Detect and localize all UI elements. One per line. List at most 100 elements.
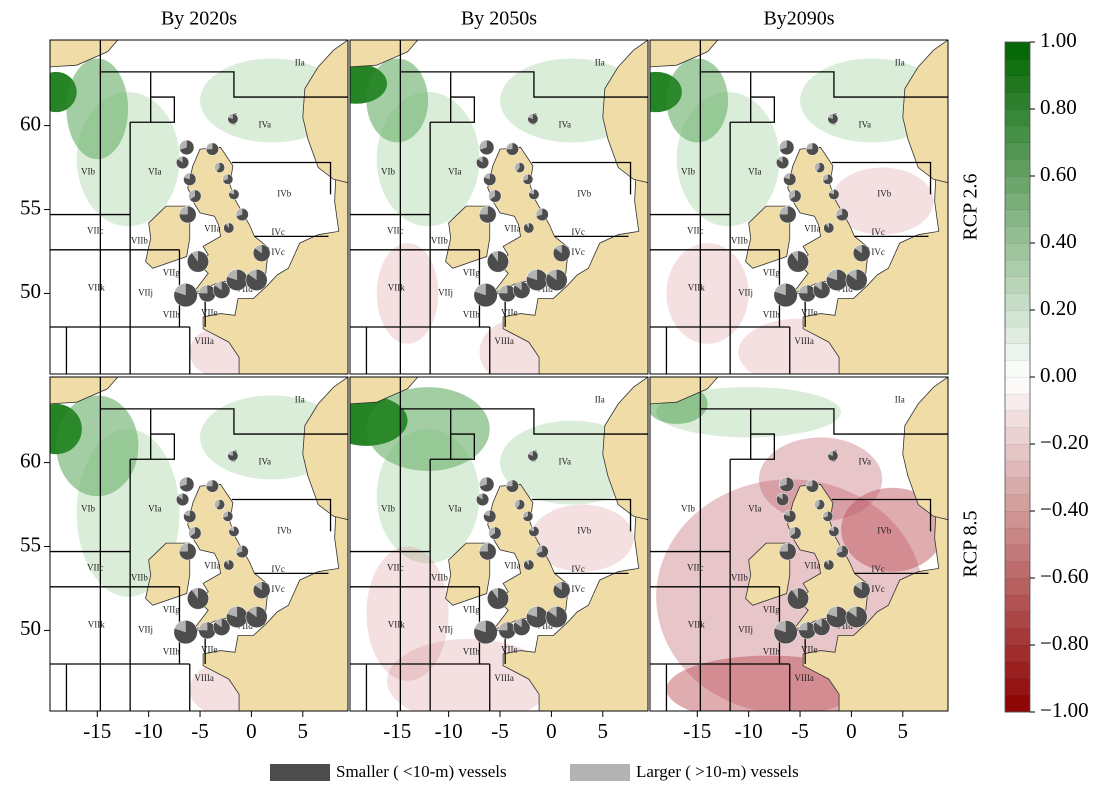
change-shading xyxy=(376,92,480,227)
area-label: VIa xyxy=(748,167,762,177)
pie-wedge xyxy=(526,269,538,281)
map-panel: IIa IVa IVb IVc IVc VIa VIb VIIa VIIb VIIc VIIk VII… xyxy=(50,40,348,374)
pie-wedge xyxy=(822,511,833,522)
pie-wedge xyxy=(522,511,528,518)
ices-boundary xyxy=(430,71,452,123)
legend-label: Larger ( >10-m) vessels xyxy=(636,762,799,781)
pie-wedge xyxy=(183,173,197,186)
colorbar-band xyxy=(1004,561,1031,579)
area-label: VIIe xyxy=(501,645,518,655)
colorbar-band xyxy=(1004,108,1031,127)
colorbar-band xyxy=(1004,75,1031,93)
pie-wedge xyxy=(479,543,488,552)
pie-wedge xyxy=(822,511,828,518)
pie-wedge xyxy=(226,606,248,628)
area-label: VIIa xyxy=(504,561,521,571)
x-tick-label: -10 xyxy=(735,719,763,743)
change-shading xyxy=(76,92,180,227)
change-shading xyxy=(376,243,439,344)
area-label: VIIk xyxy=(688,619,705,629)
pie-wedge xyxy=(498,621,508,631)
pie-size xyxy=(479,139,495,156)
pie-size xyxy=(827,113,839,125)
pie-wedge xyxy=(491,587,498,599)
colorbar-band xyxy=(1004,175,1031,194)
ices-boundary xyxy=(130,71,152,123)
ices-boundary xyxy=(531,161,632,195)
area-label: VIIg xyxy=(163,604,180,614)
land xyxy=(602,40,648,184)
map-panel: IIa IVa IVb IVc IVc VIa VIb VIIa VIIb VIIc VIIk VII… xyxy=(50,377,348,711)
pie-wedge xyxy=(835,208,843,217)
pie-wedge xyxy=(498,284,508,294)
pie-wedge xyxy=(806,142,813,150)
pie-size xyxy=(228,525,240,537)
colorbar-band xyxy=(1004,159,1031,177)
pie-size xyxy=(214,162,226,174)
panel-frame xyxy=(49,39,349,375)
pie-wedge xyxy=(191,587,198,599)
land xyxy=(145,542,191,606)
pie-size xyxy=(245,606,268,628)
colorbar-band xyxy=(1004,376,1031,395)
pie-wedge xyxy=(823,559,834,571)
area-label: IVb xyxy=(877,525,891,535)
change-shading xyxy=(758,437,883,522)
colorbar-label: −0.60 xyxy=(1040,564,1089,588)
area-label: VIIa xyxy=(204,224,221,234)
pie-wedge xyxy=(825,222,829,228)
pie-wedge xyxy=(854,244,862,254)
area-label: VIIa xyxy=(804,561,821,571)
pie-wedge xyxy=(206,479,213,487)
pie-wedge xyxy=(847,606,857,618)
pie-size xyxy=(783,172,797,186)
area-label: VIIh xyxy=(163,646,180,656)
pie-size xyxy=(222,173,234,185)
pie-size xyxy=(483,172,497,186)
area-label: VIIa xyxy=(204,561,221,571)
colorbar-band xyxy=(1004,58,1031,76)
area-label: IVc xyxy=(871,564,885,574)
y-tick-label: 60 xyxy=(20,448,41,472)
pie-size xyxy=(188,526,202,540)
pie-size xyxy=(473,620,498,645)
pie-wedge xyxy=(491,250,498,262)
area-label: VIIIa xyxy=(494,673,514,683)
pie-wedge xyxy=(222,174,228,181)
pie-size xyxy=(822,510,834,522)
row-label: RCP 8.5 xyxy=(960,510,982,577)
colorbar-label: −0.80 xyxy=(1040,631,1089,655)
area-label: IVa xyxy=(559,120,572,130)
area-label: IVa xyxy=(859,457,872,467)
change-shading xyxy=(676,92,780,227)
pie-size xyxy=(528,188,540,200)
pie-wedge xyxy=(514,499,520,509)
area-label: VIIj xyxy=(738,624,753,634)
pie-wedge xyxy=(214,618,222,628)
pie-size xyxy=(812,618,831,636)
area-label: IVc xyxy=(571,247,585,257)
pie-wedge xyxy=(173,283,198,307)
area-label: VIIk xyxy=(388,282,405,292)
area-label: VIIa xyxy=(804,224,821,234)
pie-wedge xyxy=(826,606,848,628)
area-label: IIa xyxy=(295,395,305,405)
pie-wedge xyxy=(189,526,202,540)
pie-wedge xyxy=(227,450,239,462)
pie-wedge xyxy=(783,510,797,523)
pie-wedge xyxy=(774,283,786,296)
pie-wedge xyxy=(798,621,808,631)
ices-boundary xyxy=(150,96,175,123)
land xyxy=(502,510,648,711)
pie-wedge xyxy=(483,173,490,180)
pie-wedge xyxy=(473,283,498,307)
pie-size xyxy=(778,542,797,561)
pie-wedge xyxy=(222,511,233,522)
pie-wedge xyxy=(179,477,195,492)
pie-wedge xyxy=(827,450,833,456)
pie-size xyxy=(227,450,239,462)
area-label: VIIj xyxy=(438,287,453,297)
pie-wedge xyxy=(813,618,831,636)
pie-size xyxy=(814,499,826,511)
pie-size xyxy=(527,450,539,462)
